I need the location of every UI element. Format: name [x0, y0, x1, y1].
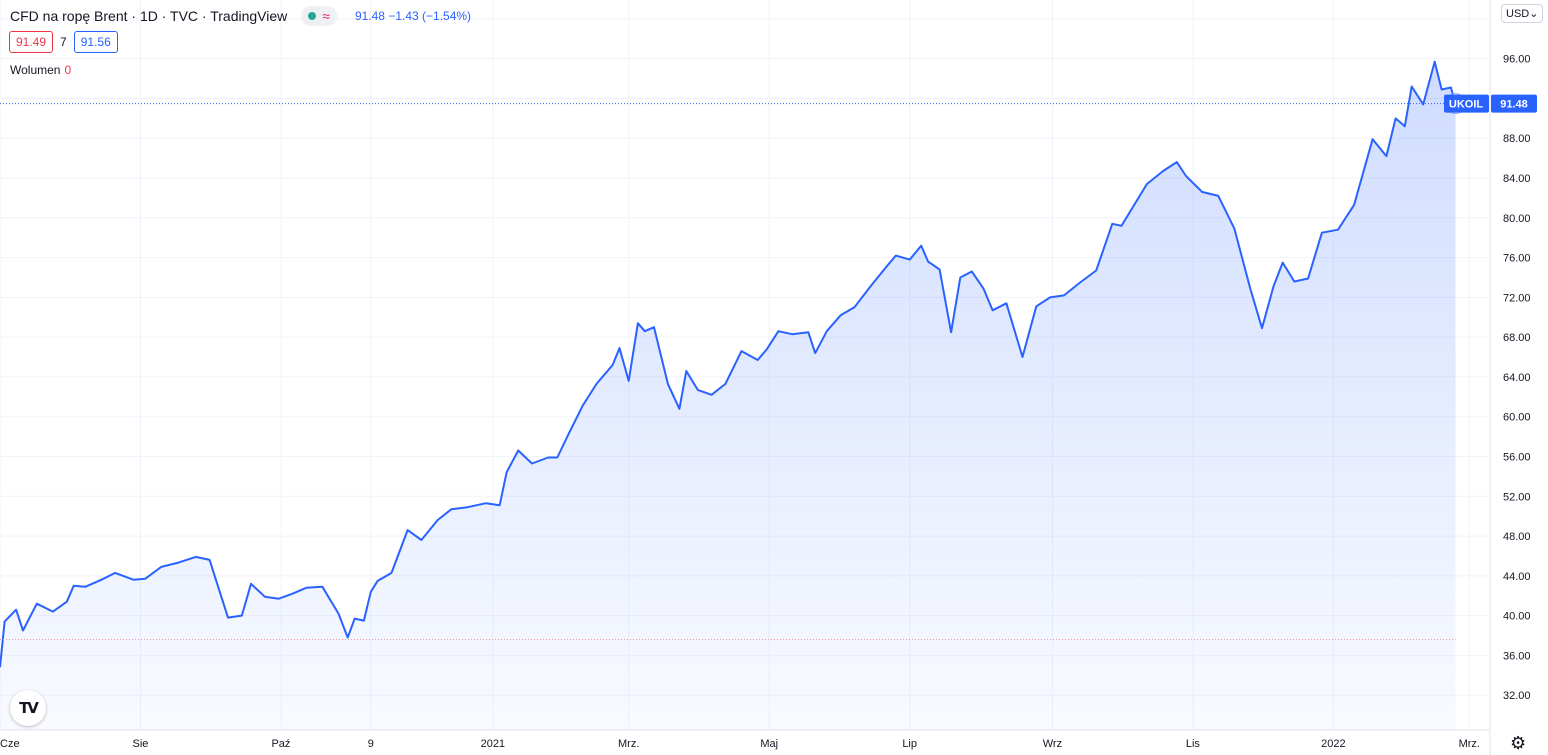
chevron-down-icon: ⌄ [1529, 8, 1539, 20]
gear-icon[interactable]: ⚙ [1510, 733, 1527, 753]
volume-legend: Wolumen 0 [10, 63, 71, 77]
area-fill [0, 61, 1456, 730]
currency-label: USD [1506, 8, 1530, 20]
price-tick-label: 80.00 [1503, 213, 1531, 225]
time-tick-label: 9 [368, 738, 374, 750]
time-tick-label: Wrz [1043, 738, 1062, 750]
time-tick-label: 2022 [1321, 738, 1345, 750]
market-status-pill[interactable]: ≈ [301, 6, 337, 26]
last-price-marker: UKOIL 91.48 [0, 93, 1537, 640]
price-tick-label: 96.00 [1503, 54, 1531, 66]
time-axis[interactable]: Cze Sie Paź 9 2021 Mrz. Maj Lip Wrz Lis 2022 Mrz. [0, 729, 1490, 750]
price-tick-label: 60.00 [1503, 412, 1531, 424]
price-tick-label: 56.00 [1503, 451, 1531, 463]
price-badge-label: 91.48 [1500, 99, 1528, 111]
time-tick-label: Paź [271, 738, 290, 750]
bid-ask-panel: 91.49 7 91.56 [9, 31, 118, 53]
time-tick-label: 2021 [481, 738, 505, 750]
time-tick-label: Cze [0, 738, 20, 750]
buy-button[interactable]: 91.56 [73, 31, 118, 53]
price-tick-label: 36.00 [1503, 650, 1531, 662]
tradingview-logo-icon[interactable]: TV [10, 690, 46, 726]
ticker-badge-label: UKOIL [1449, 99, 1484, 111]
time-tick-label: Mrz. [1459, 738, 1480, 750]
price-tick-label: 64.00 [1503, 372, 1531, 384]
time-tick-label: Sie [133, 738, 149, 750]
price-tick-label: 52.00 [1503, 491, 1531, 503]
price-change-value: −1.43 (−1.54%) [388, 9, 472, 23]
series-line [0, 60, 1457, 668]
spread-value: 7 [60, 35, 67, 49]
price-badge [1491, 94, 1537, 113]
delayed-data-icon: ≈ [322, 8, 330, 24]
time-tick-label: Mrz. [618, 738, 639, 750]
time-tick-label: Maj [760, 738, 778, 750]
chart-legend: CFD na ropę Brent · 1D · TVC · TradingVi… [10, 6, 471, 26]
area-shape [0, 61, 1456, 730]
price-values: 91.48 −1.43 (−1.54%) [355, 9, 471, 23]
market-open-dot-icon [308, 12, 317, 20]
ticker-badge [1444, 94, 1489, 113]
price-line [0, 60, 1457, 668]
price-tick-label: 44.00 [1503, 571, 1531, 583]
price-tick-label: 84.00 [1503, 173, 1531, 185]
price-tick-label: 76.00 [1503, 253, 1531, 265]
last-price-value: 91.48 [354, 9, 385, 23]
sell-button[interactable]: 91.49 [9, 31, 54, 53]
time-tick-label: Lip [902, 738, 917, 750]
price-tick-label: 48.00 [1503, 531, 1531, 543]
symbol-title[interactable]: CFD na ropę Brent · 1D · TVC · TradingVi… [10, 8, 288, 24]
price-tick-label: 88.00 [1503, 133, 1531, 145]
volume-label: Wolumen [10, 63, 61, 77]
currency-select[interactable]: USD⌄ [1501, 4, 1544, 23]
price-tick-label: 68.00 [1503, 332, 1531, 344]
price-tick-label: 40.00 [1503, 611, 1531, 623]
price-tick-label: 32.00 [1503, 690, 1531, 702]
price-axis[interactable]: 32.00 36.00 40.00 44.00 48.00 52.00 56.00 60.00… [1489, 0, 1537, 755]
price-tick-label: 72.00 [1503, 292, 1531, 304]
volume-value: 0 [64, 63, 72, 77]
time-tick-label: Lis [1186, 738, 1201, 750]
